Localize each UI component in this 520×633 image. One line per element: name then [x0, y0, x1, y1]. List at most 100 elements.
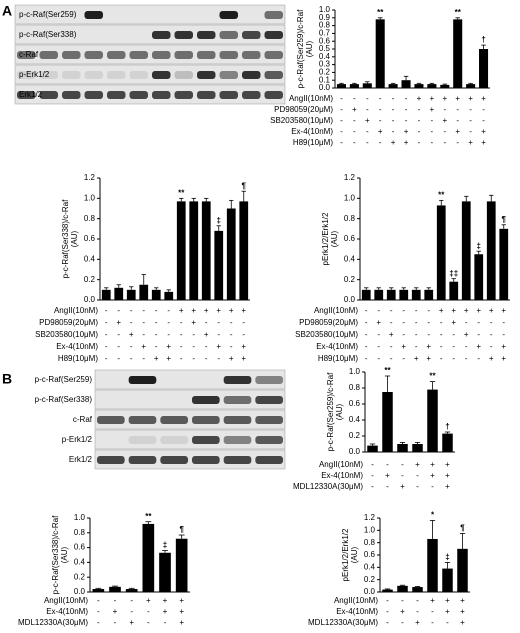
blot-band [264, 71, 283, 79]
treatment-label: MDL12330A(30μM) [293, 482, 363, 491]
blot-band [129, 91, 148, 99]
treatment-sign: - [405, 105, 408, 114]
treatment-sign: + [460, 607, 465, 616]
bar [226, 208, 236, 300]
bar [159, 552, 171, 592]
y-axis-unit: (AU) [330, 230, 339, 247]
blot-band [152, 91, 171, 99]
blot-band [128, 436, 157, 444]
treatment-sign: - [353, 116, 356, 125]
treatment-label: PD98059(20μM) [299, 318, 358, 327]
treatment-sign: - [502, 318, 505, 327]
treatment-label: Ex-4(10nM) [321, 471, 363, 480]
treatment-sign: + [501, 306, 506, 315]
treatment-label: Ex-4(10nM) [316, 342, 358, 351]
treatment-label: PD98059(20μM) [274, 105, 333, 114]
blot-band [160, 456, 188, 464]
treatment-sign: + [166, 342, 171, 351]
blot-label: p-Erk1/2 [19, 70, 50, 79]
bar [139, 284, 149, 300]
bar [374, 289, 384, 300]
treatment-sign: - [340, 127, 343, 136]
blot-band [17, 71, 36, 79]
blot-strip [94, 389, 286, 410]
blot-band [107, 51, 126, 59]
treatment-sign: - [446, 618, 449, 627]
blot-band [17, 91, 36, 99]
treatment-sign: - [401, 596, 404, 605]
treatment-sign: - [377, 354, 380, 363]
treatment-label: AngII(10nM) [314, 306, 358, 315]
treatment-sign: + [179, 306, 184, 315]
treatment-sign: - [217, 354, 220, 363]
blot-band [242, 31, 261, 39]
blot-label: p-Erk1/2 [62, 435, 93, 444]
treatment-sign: - [416, 596, 419, 605]
y-tick-label: 1.0 [319, 5, 331, 14]
significance-mark: ** [178, 188, 185, 197]
treatment-label: H89(10μM) [318, 354, 359, 363]
y-tick-label: 0.2 [84, 275, 96, 284]
treatment-sign: - [427, 306, 430, 315]
y-tick-label: 0.3 [319, 60, 331, 69]
treatment-label: SB203580(10μM) [270, 116, 333, 125]
bar [412, 444, 423, 452]
treatment-sign: - [377, 342, 380, 351]
treatment-sign: + [464, 330, 469, 339]
treatment-sign: - [117, 342, 120, 351]
y-tick-label: 0.0 [74, 587, 86, 596]
treatment-sign: - [97, 596, 100, 605]
treatment-sign: - [353, 127, 356, 136]
y-axis-unit: (AU) [70, 230, 79, 247]
treatment-sign: + [204, 306, 209, 315]
treatment-sign: - [155, 330, 158, 339]
y-axis-label: p-c-Raf(Ser338)/c-Raf [51, 515, 60, 594]
treatment-sign: - [180, 318, 183, 327]
treatment-sign: + [129, 330, 134, 339]
y-axis-label: pErk1/2/Erk1/2 [321, 212, 330, 265]
treatment-sign: + [352, 105, 357, 114]
bar [397, 444, 408, 452]
treatment-sign: + [376, 318, 381, 327]
blot-band [192, 456, 220, 464]
treatment-sign: - [477, 318, 480, 327]
y-tick-label: 1.2 [344, 173, 356, 182]
treatment-sign: - [340, 94, 343, 103]
bar [442, 568, 453, 592]
y-axis-unit: (AU) [350, 546, 359, 563]
treatment-sign: - [230, 342, 233, 351]
y-tick-label: 1.0 [74, 513, 86, 522]
treatment-sign: + [229, 306, 234, 315]
treatment-sign: + [442, 94, 447, 103]
treatment-sign: + [501, 342, 506, 351]
treatment-sign: + [179, 607, 184, 616]
blot-band [219, 31, 238, 39]
y-tick-label: 0.9 [319, 13, 331, 22]
treatment-sign: - [192, 330, 195, 339]
bar [466, 84, 476, 88]
y-tick-label: 0.6 [319, 36, 331, 45]
treatment-sign: - [117, 306, 120, 315]
y-tick-label: 1.2 [364, 513, 376, 522]
treatment-sign: - [142, 330, 145, 339]
treatment-sign: + [455, 94, 460, 103]
blot-band [152, 31, 171, 39]
treatment-sign: - [230, 330, 233, 339]
treatment-sign: + [391, 138, 396, 147]
treatment-label: Ex-4(10nM) [56, 342, 98, 351]
blot-band [192, 436, 220, 444]
treatment-label: AngII(10nM) [319, 460, 363, 469]
blot-strip [14, 24, 286, 45]
blot-strip [14, 4, 286, 25]
blot-band [84, 11, 103, 19]
y-tick-label: 0.8 [319, 21, 331, 30]
blot-band [242, 71, 261, 79]
treatment-label: MDL12330A(30μM) [18, 618, 88, 627]
blot-band [39, 91, 58, 99]
treatment-sign: - [379, 138, 382, 147]
treatment-sign: - [386, 596, 389, 605]
treatment-sign: - [431, 116, 434, 125]
y-tick-label: 0.6 [344, 234, 356, 243]
treatment-sign: - [490, 318, 493, 327]
